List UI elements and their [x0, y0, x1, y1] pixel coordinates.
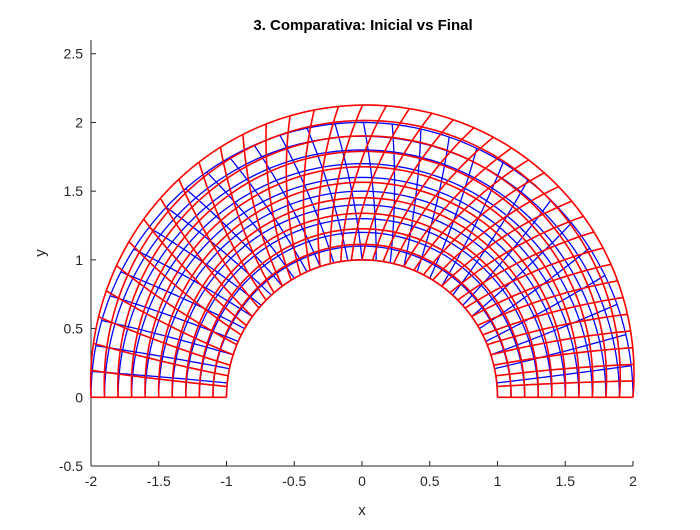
final-radial-line	[242, 134, 284, 287]
final-radial-line	[198, 161, 267, 301]
x-tick-label: 0.5	[420, 473, 440, 489]
final-radial-line	[178, 178, 260, 309]
final-radial-line	[477, 280, 618, 327]
final-radial-line	[159, 197, 253, 318]
y-tick-label: 1.5	[64, 183, 84, 199]
y-tick-label: 2.5	[64, 46, 84, 62]
final-radial-line	[403, 147, 513, 267]
final-radial-line	[350, 108, 411, 261]
y-tick-label: 0.5	[64, 321, 84, 337]
final-radial-line	[432, 185, 559, 281]
x-tick-label: -1	[220, 473, 233, 489]
y-ticks: -0.5 0 0.5 1 1.5 2 2.5	[59, 46, 96, 474]
series-final-mesh	[89, 104, 635, 399]
initial-radial-line	[462, 199, 552, 306]
final-radial-line	[329, 104, 364, 264]
final-radial-line	[361, 112, 433, 261]
initial-radial-line	[120, 271, 245, 330]
x-tick-label: 2	[629, 473, 637, 489]
initial-radial-line	[101, 319, 234, 356]
final-radial-line	[413, 159, 529, 271]
final-radial-line	[371, 119, 454, 261]
final-radial-line	[495, 363, 634, 377]
initial-radial-line	[416, 136, 450, 272]
final-radial-line	[471, 263, 612, 318]
final-radial-line	[422, 172, 545, 276]
final-radial-line	[90, 369, 227, 388]
final-radial-line	[128, 241, 242, 336]
initial-radial-line	[133, 248, 253, 318]
y-axis-label: y	[32, 249, 49, 257]
final-radial-line	[115, 265, 238, 346]
initial-radial-line	[490, 303, 618, 356]
final-radial-line	[457, 231, 595, 301]
final-radial-line	[449, 215, 584, 294]
final-radial-line	[219, 146, 275, 294]
final-radial-line	[441, 200, 573, 287]
initial-radial-line	[206, 171, 295, 279]
x-axis-label: x	[358, 502, 366, 519]
final-radial-line	[105, 290, 234, 356]
initial-radial-line	[429, 148, 478, 279]
initial-radial-line	[471, 222, 572, 318]
final-radial-line	[486, 313, 628, 346]
x-tick-label: 1.5	[556, 473, 576, 489]
x-tick-label: 0	[358, 473, 366, 489]
initial-radial-line	[148, 226, 262, 306]
y-tick-label: 1	[75, 252, 83, 268]
x-tick-label: -1.5	[147, 473, 171, 489]
final-radial-line	[490, 330, 631, 356]
final-radial-line	[98, 316, 231, 366]
axes: -2 -1.5 -1 -0.5 0 0.5 1 1.5 2 -0.5 0 0.5 1 1.5 2 2.5	[59, 40, 637, 489]
initial-radial-line	[185, 188, 283, 287]
final-radial-line	[285, 115, 302, 276]
y-tick-label: 0	[75, 389, 83, 405]
final-radial-line	[497, 380, 634, 388]
initial-radial-line	[95, 345, 230, 370]
initial-radial-line	[165, 206, 272, 296]
y-tick-label: -0.5	[59, 458, 83, 474]
initial-radial-line	[496, 365, 632, 384]
final-radial-line	[317, 106, 340, 267]
x-tick-label: -0.5	[282, 473, 306, 489]
x-tick-label: -2	[85, 473, 98, 489]
x-ticks: -2 -1.5 -1 -0.5 0 0.5 1 1.5 2	[85, 461, 637, 489]
final-radial-line	[302, 109, 316, 271]
final-radial-line	[143, 218, 247, 327]
initial-radial-line	[452, 179, 529, 296]
initial-radial-line	[279, 135, 335, 264]
chart-title: 3. Comparativa: Inicial vs Final	[253, 17, 472, 34]
final-radial-line	[340, 105, 387, 262]
final-radial-line	[493, 346, 633, 366]
final-radial-line	[464, 247, 604, 309]
final-radial-line	[265, 123, 292, 281]
final-radial-line	[382, 127, 475, 262]
final-radial-line	[392, 136, 494, 265]
final-radial-line	[482, 296, 624, 336]
x-tick-label: 1	[494, 473, 502, 489]
final-radial-line	[93, 342, 229, 377]
y-tick-label: 2	[75, 114, 83, 130]
